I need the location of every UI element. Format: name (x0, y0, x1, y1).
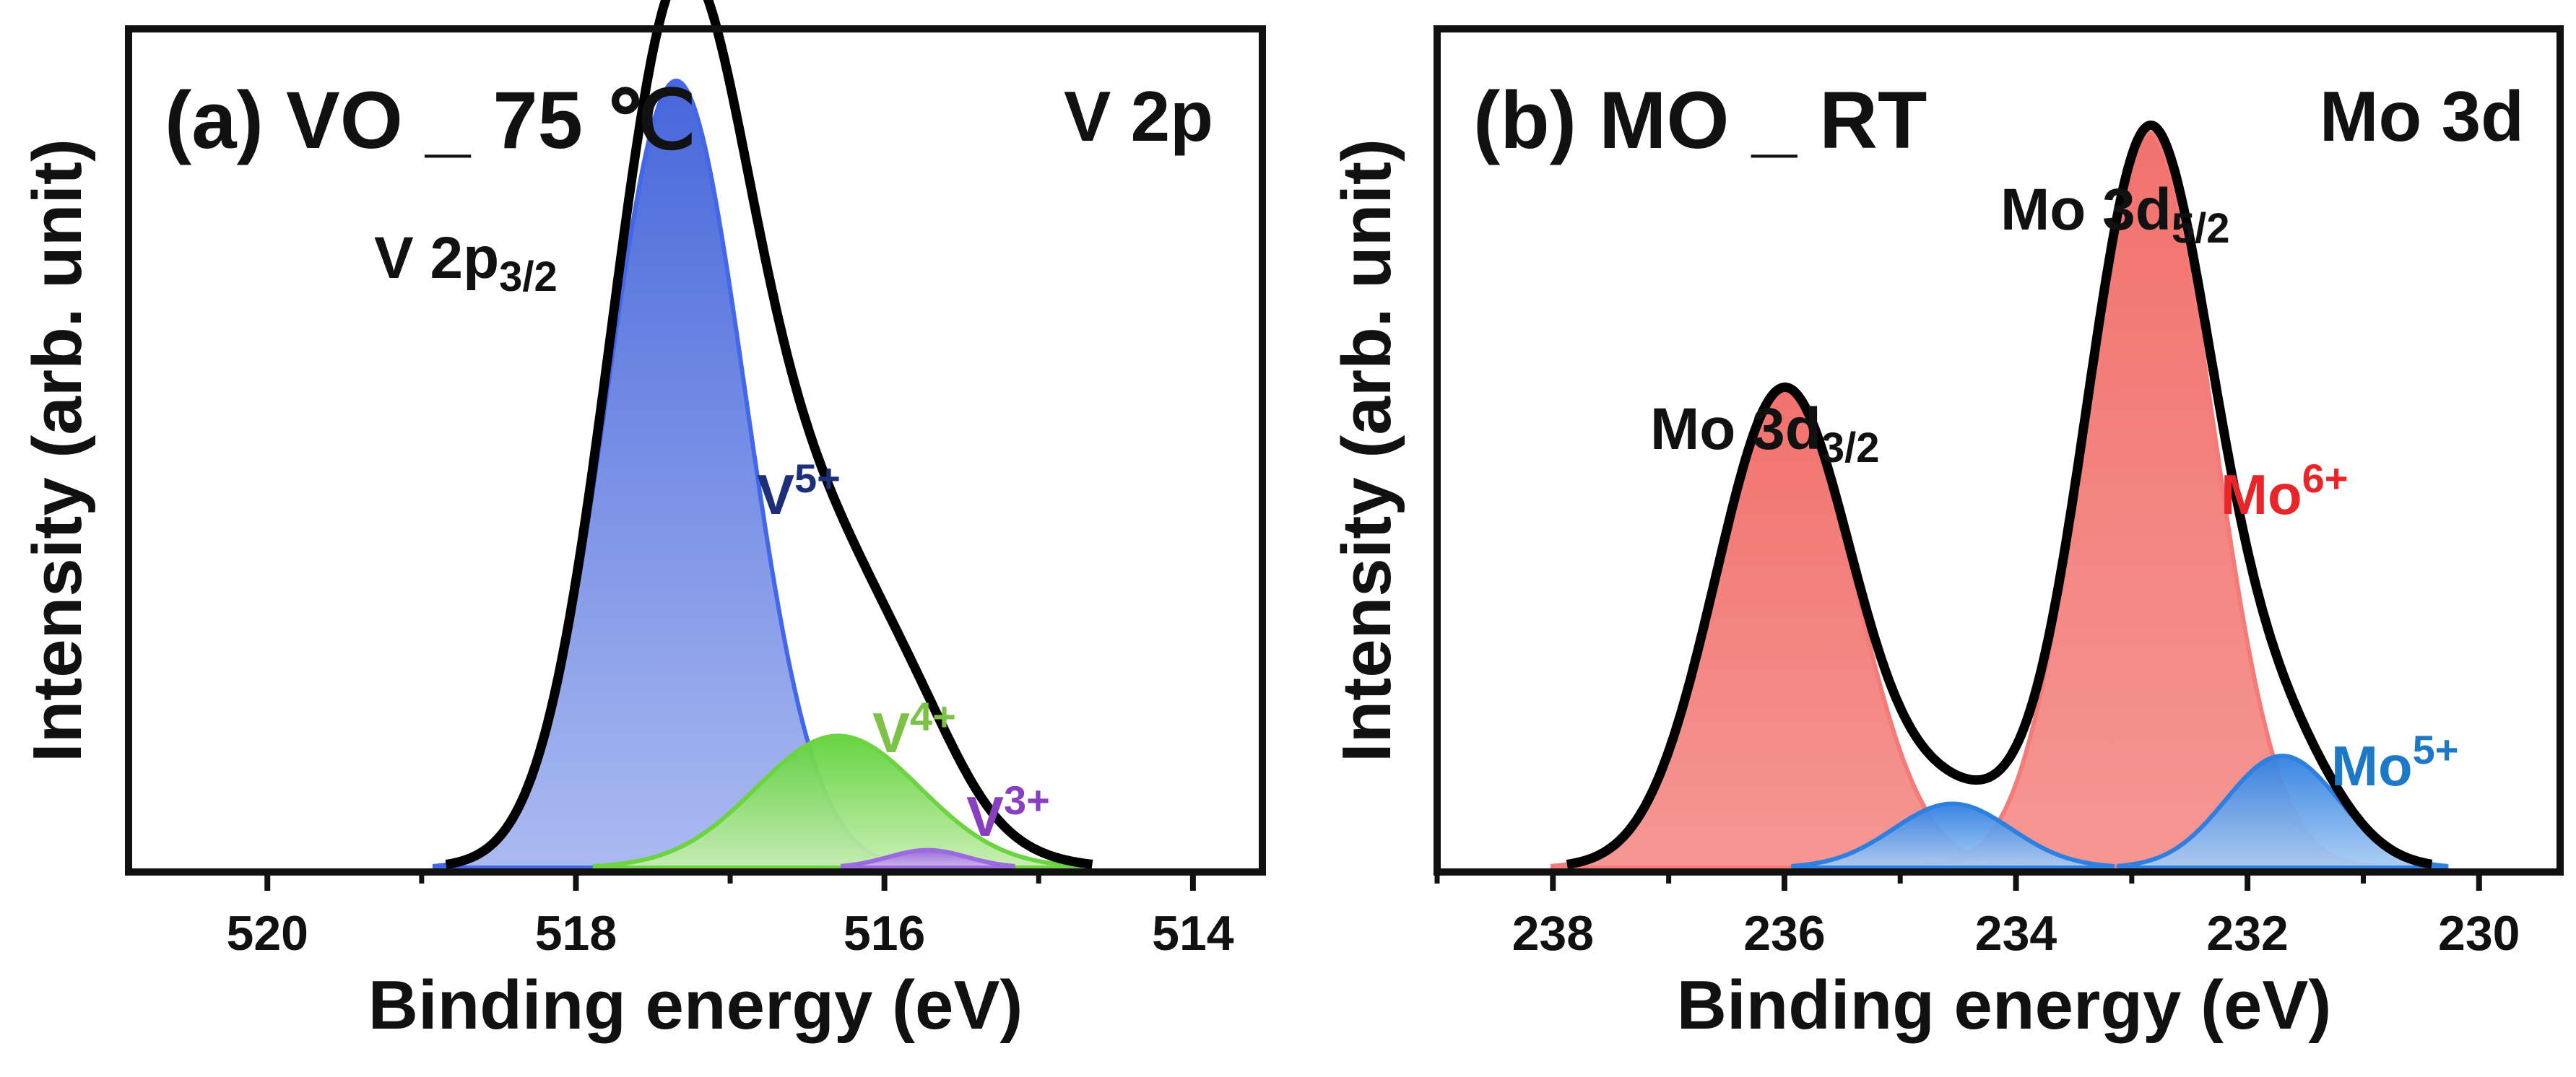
component-label: V3+ (966, 777, 1050, 848)
core-level-label: Mo 3d (2320, 77, 2524, 156)
component-peak-1-2 (1791, 801, 2115, 870)
peak-label-subscript: 3/2 (1821, 424, 1880, 471)
plot-frame-0 (125, 25, 1266, 876)
y-axis-title: Intensity (arb. unit) (1328, 139, 1405, 762)
x-tick-label: 232 (2206, 906, 2288, 961)
component-label-main: V (872, 701, 910, 764)
x-tick-label: 234 (1975, 906, 2057, 961)
peak-mo3d52: Mo 3d5/2 (2000, 177, 2230, 252)
x-tick-label: 518 (535, 906, 617, 961)
component-label-superscript: 4+ (910, 694, 956, 739)
peak-label-subscript: 5/2 (2172, 205, 2230, 252)
peak-mo3d32: Mo 3d3/2 (1650, 396, 1880, 471)
component-label-superscript: 3+ (1004, 777, 1050, 823)
component-peak-0-2 (841, 847, 1015, 870)
x-tick-label: 230 (2438, 906, 2520, 961)
component-label-superscript: 5+ (794, 455, 841, 501)
component-label-main: V (966, 785, 1004, 848)
peak-label-main: V 2p (374, 225, 499, 291)
x-tick-label: 520 (227, 906, 308, 961)
component-label-main: Mo (2331, 734, 2413, 798)
component-label-superscript: 6+ (2302, 455, 2349, 501)
component-peak-0-1 (592, 733, 1083, 870)
y-axis-title: Intensity (arb. unit) (19, 139, 96, 762)
peak-v2p32: V 2p3/2 (374, 225, 558, 300)
panel-title: (a) VO _ 75 ℃ (165, 75, 696, 165)
component-label-main: Mo (2221, 463, 2302, 526)
panel-b: 238 236 234 232 230 Binding energy (eV) Intens… (1328, 25, 2564, 1044)
x-tick-label: 238 (1512, 906, 1594, 961)
panel-a: 520 518 516 514 Binding energy (eV) Intensity… (19, 0, 1266, 1044)
x-axis-title: Binding energy (eV) (1677, 967, 2332, 1044)
peak-label-main: Mo 3d (1650, 396, 1821, 462)
component-label: Mo6+ (2221, 455, 2348, 526)
core-level-label: V 2p (1064, 77, 1213, 156)
x-tick-label: 516 (844, 906, 925, 961)
panel-title: (b) MO _ RT (1473, 75, 1927, 165)
component-label-main: V (757, 463, 794, 526)
peak-label-main: Mo 3d (2000, 177, 2172, 243)
plot-frame-1 (1434, 25, 2564, 876)
x-axis-title: Binding energy (eV) (368, 967, 1023, 1044)
envelope-curve-1 (1564, 121, 2435, 869)
x-tick-label: 514 (1152, 906, 1234, 961)
component-label: V4+ (872, 694, 956, 764)
component-label: V5+ (757, 455, 841, 526)
x-tick-label: 236 (1743, 906, 1825, 961)
peak-label-subscript: 3/2 (499, 253, 558, 300)
envelope-curve-0 (443, 0, 1096, 869)
component-label: Mo5+ (2331, 727, 2458, 798)
component-label-superscript: 5+ (2413, 727, 2459, 772)
